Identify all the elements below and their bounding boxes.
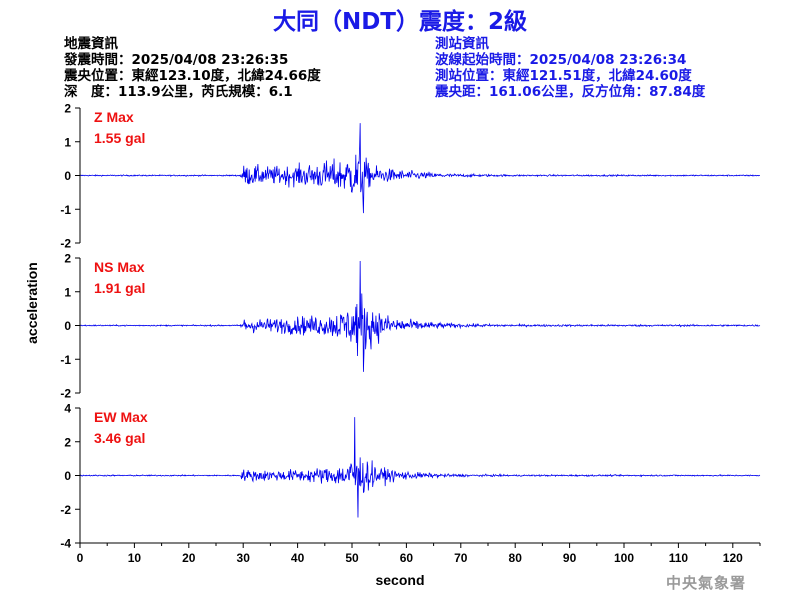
y-tick-label: 2 — [64, 252, 71, 266]
x-tick-label: 50 — [345, 551, 359, 565]
agency-name: 中央氣象署 — [665, 574, 746, 592]
max-label-ew: EW Max — [94, 409, 148, 425]
y-tick-label: 2 — [64, 102, 71, 116]
max-value-ns: 1.91 gal — [94, 280, 145, 296]
x-tick-label: 80 — [509, 551, 523, 565]
panel-ns: -2 -1 0 1 2 NS Max 1.91 gal — [60, 252, 761, 401]
x-tick-label: 100 — [614, 551, 634, 565]
y-tick-label: -1 — [60, 203, 71, 217]
x-tick-label: 30 — [237, 551, 251, 565]
page-title: 大同（NDT）震度：2級 — [272, 9, 528, 35]
epicentral-distance: 震央距：161.06公里，反方位角：87.84度 — [435, 84, 706, 100]
panel-z: -2 -1 0 1 2 Z Max 1.55 gal — [60, 102, 761, 251]
epicenter-location: 震央位置：東經123.10度，北緯24.66度 — [64, 68, 321, 84]
y-tick-label: 0 — [64, 169, 71, 183]
y-tick-label: 0 — [64, 469, 71, 483]
x-axis-label: second — [375, 572, 424, 588]
x-tick-label: 10 — [128, 551, 142, 565]
y-tick-label: -1 — [60, 353, 71, 367]
station-location: 測站位置：東經121.51度，北緯24.60度 — [435, 68, 692, 84]
max-value-ew: 3.46 gal — [94, 430, 145, 446]
waveform-z — [79, 123, 761, 214]
y-axis-label: acceleration — [24, 262, 40, 344]
y-tick-label: 2 — [64, 435, 71, 449]
panel-ew: -4 -2 0 2 4 EW Max 3.46 gal — [60, 402, 761, 551]
station-info-heading: 測站資訊 — [435, 36, 489, 52]
y-tick-label: -4 — [60, 537, 71, 551]
max-label-ns: NS Max — [94, 259, 145, 275]
origin-time: 發震時間：2025/04/08 23:26:35 — [64, 52, 289, 68]
waveform-ew — [79, 417, 761, 518]
y-tick-label: 0 — [64, 319, 71, 333]
x-tick-label: 60 — [400, 551, 414, 565]
depth-magnitude: 深 度：113.9公里，芮氏規模：6.1 — [64, 84, 293, 100]
waveform-ns — [79, 261, 761, 372]
x-tick-label: 70 — [454, 551, 468, 565]
y-tick-label: -2 — [60, 503, 71, 517]
x-tick-label: 110 — [669, 551, 689, 565]
x-tick-label: 20 — [182, 551, 196, 565]
earthquake-info: 地震資訊 發震時間：2025/04/08 23:26:35 震央位置：東經123… — [64, 36, 321, 100]
station-info: 測站資訊 波線起始時間：2025/04/08 23:26:34 測站位置：東經1… — [435, 36, 705, 100]
x-tick-label: 90 — [563, 551, 577, 565]
wave-start-time: 波線起始時間：2025/04/08 23:26:34 — [435, 52, 687, 68]
x-tick-label: 120 — [723, 551, 743, 565]
y-tick-label: 4 — [64, 402, 71, 416]
x-tick-label: 40 — [291, 551, 305, 565]
y-tick-label: 1 — [64, 285, 71, 299]
x-tick-label: 0 — [77, 551, 84, 565]
y-tick-label: -2 — [60, 387, 71, 401]
max-value-z: 1.55 gal — [94, 130, 145, 146]
y-tick-label: 1 — [64, 135, 71, 149]
max-label-z: Z Max — [94, 109, 134, 125]
earthquake-info-heading: 地震資訊 — [64, 36, 118, 52]
y-tick-label: -2 — [60, 237, 71, 251]
